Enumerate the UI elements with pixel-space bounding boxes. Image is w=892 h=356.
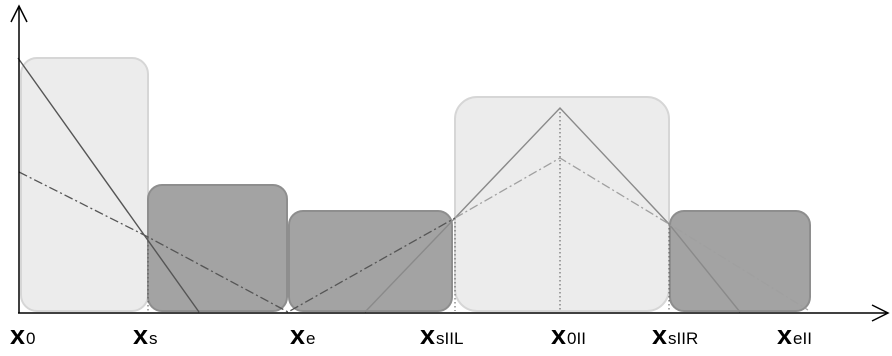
x-label-siil: xsIIL	[420, 320, 463, 350]
region-box-4	[454, 96, 670, 312]
x-label-subscript: sIIL	[436, 329, 463, 348]
x-label-subscript: sIIR	[668, 329, 698, 348]
region-box-5	[669, 210, 811, 312]
x-label-subscript: e	[306, 329, 315, 348]
solid-line-decreasing-1	[17, 57, 200, 313]
x-label-base: x	[420, 320, 435, 350]
x-label-eii: xeII	[777, 320, 812, 350]
x-label-base: x	[133, 320, 148, 350]
x-label-subscript: 0	[26, 329, 35, 348]
region-box-2	[147, 184, 288, 312]
solid-line-peak	[364, 106, 741, 313]
x-label-base: x	[652, 320, 667, 350]
x-axis-labels: x0 xs xe xsIIL x0II xsIIR xeII	[10, 320, 812, 350]
x-label-subscript: 0II	[567, 329, 586, 348]
x-axis-arrowhead	[871, 304, 890, 322]
dashdot-line-1	[18, 171, 456, 313]
region-box-1	[20, 57, 149, 312]
region-box-3	[288, 210, 453, 312]
dashdot-line-2	[454, 157, 809, 311]
x-label-subscript: s	[149, 329, 158, 348]
x-label-subscript: eII	[793, 329, 812, 348]
x-label-s: xs	[133, 320, 158, 350]
x-label-base: x	[10, 320, 25, 350]
x-label-0ii: x0II	[551, 320, 586, 350]
x-label-siir: xsIIR	[652, 320, 698, 350]
y-axis-arrowhead	[10, 4, 28, 23]
x-label-base: x	[551, 320, 566, 350]
x-label-base: x	[777, 320, 792, 350]
x-label-0: x0	[10, 320, 36, 350]
x-label-e: xe	[290, 320, 316, 350]
x-label-base: x	[290, 320, 305, 350]
